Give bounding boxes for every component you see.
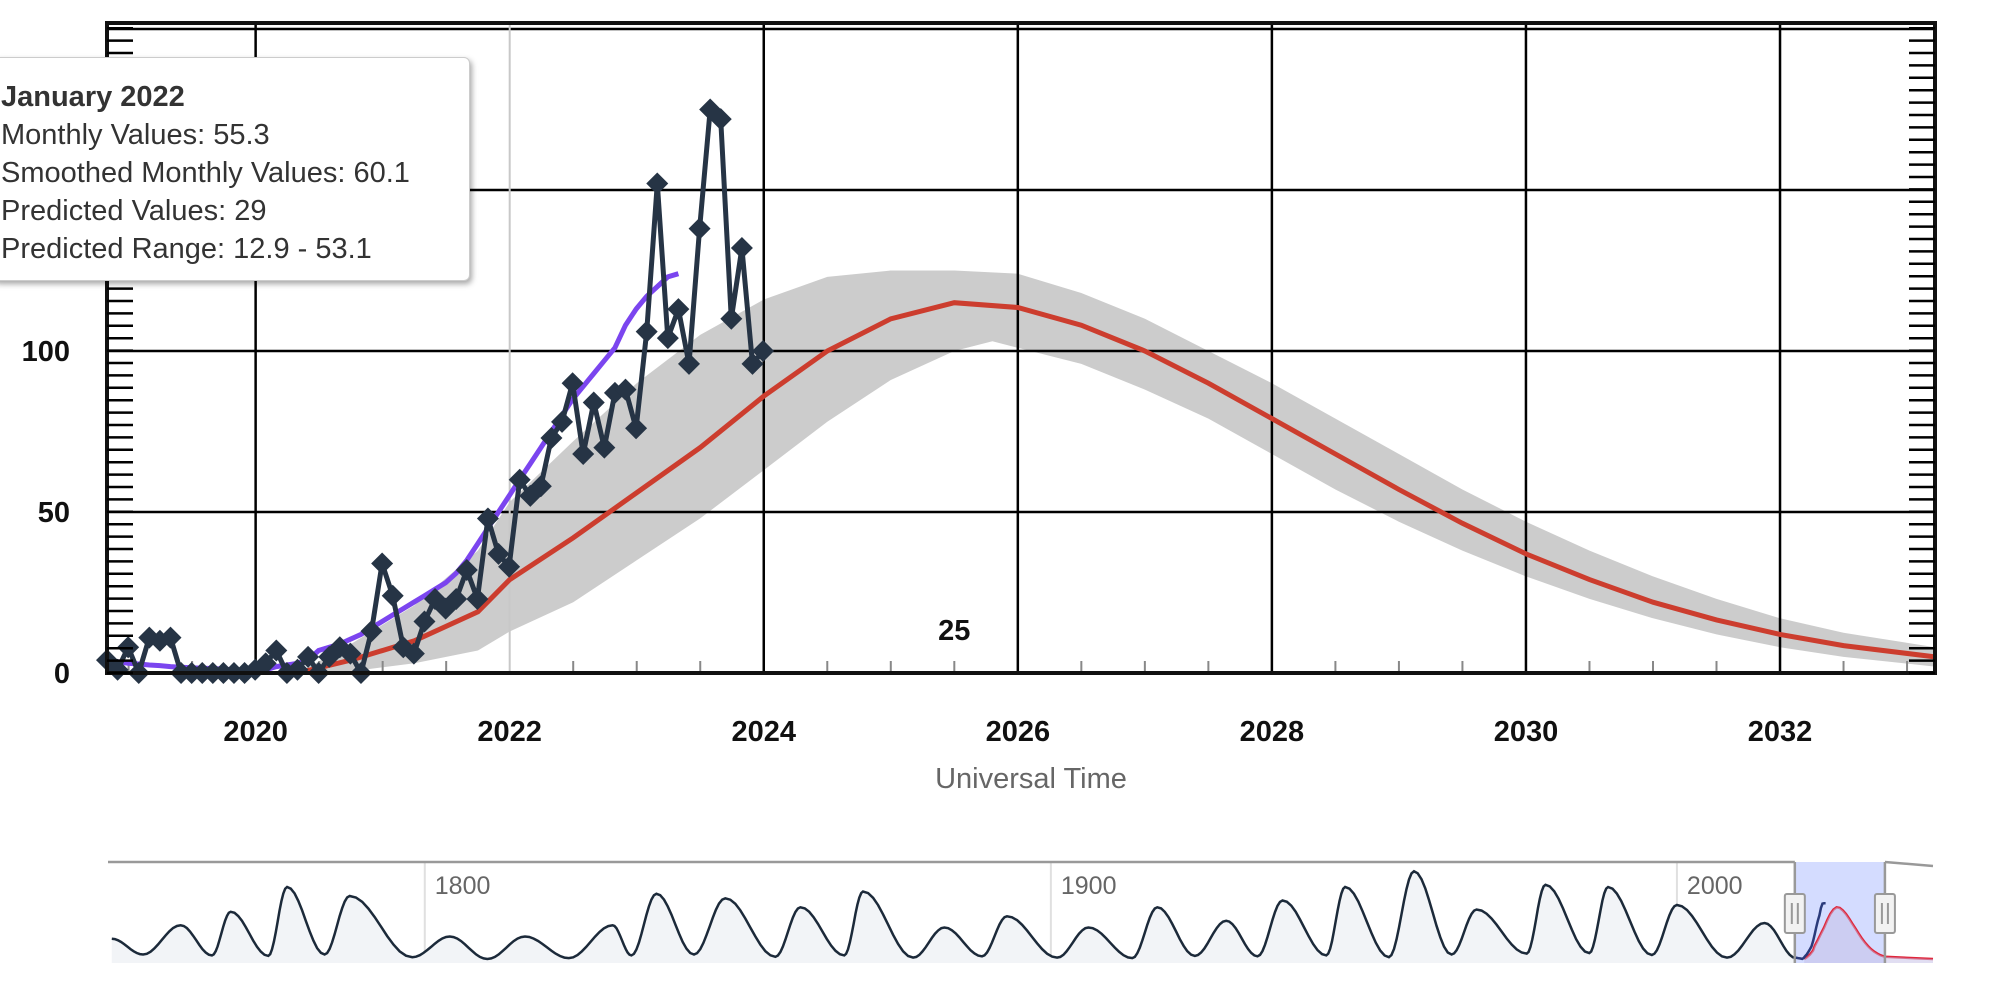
navigator-prediction-area	[1804, 907, 1933, 963]
data-point-marker[interactable]	[106, 658, 129, 681]
data-point-marker[interactable]	[593, 436, 616, 459]
data-point-marker[interactable]	[741, 352, 764, 375]
navigator-handle-right[interactable]	[1873, 893, 1896, 934]
tooltip-predicted-values: Predicted Values: 29	[1, 195, 267, 227]
x-tick-label: 2032	[1748, 716, 1813, 748]
navigator-year-label: 1900	[1061, 872, 1117, 900]
data-point-marker[interactable]	[339, 642, 362, 665]
data-point-marker[interactable]	[487, 542, 510, 565]
data-point-marker[interactable]	[582, 391, 605, 414]
plot-area[interactable]: 25	[96, 21, 1937, 685]
data-point-marker[interactable]	[709, 108, 732, 131]
navigator-recent-line	[1795, 901, 1826, 961]
tooltip-title: January 2022	[1, 81, 185, 113]
data-point-marker[interactable]	[286, 658, 309, 681]
data-point-marker[interactable]	[254, 652, 277, 675]
navigator[interactable]: 1800 1900 2000	[108, 860, 1934, 963]
y-axis-labels: 0 50 100	[22, 336, 70, 690]
x-tick-label: 2030	[1494, 716, 1559, 748]
data-point-marker[interactable]	[635, 320, 658, 343]
data-point-marker[interactable]	[455, 558, 478, 581]
data-point-marker[interactable]	[688, 217, 711, 240]
grid-lines	[107, 23, 1935, 673]
data-point-marker[interactable]	[466, 587, 489, 610]
data-point-marker[interactable]	[159, 626, 182, 649]
data-point-marker[interactable]	[360, 620, 383, 643]
data-point-marker[interactable]	[413, 610, 436, 633]
data-point-marker[interactable]	[646, 172, 669, 195]
data-point-marker[interactable]	[265, 639, 288, 662]
data-point-marker[interactable]	[540, 426, 563, 449]
tooltip-smoothed-values: Smoothed Monthly Values: 60.1	[1, 157, 410, 189]
data-point-marker[interactable]	[730, 236, 753, 259]
y-tick-label: 50	[38, 497, 70, 529]
data-point-marker[interactable]	[371, 552, 394, 575]
predicted-values-line	[296, 300, 1936, 676]
data-point-marker[interactable]	[614, 378, 637, 401]
navigator-year-label: 1800	[435, 872, 491, 900]
tooltip-predicted-range: Predicted Range: 12.9 - 53.1	[1, 233, 372, 265]
axes	[105, 21, 1937, 675]
data-point-marker[interactable]	[508, 468, 531, 491]
data-point-marker[interactable]	[667, 298, 690, 321]
navigator-year-label: 2000	[1687, 872, 1743, 900]
monthly-values-markers[interactable]	[96, 98, 775, 685]
data-point-marker[interactable]	[297, 645, 320, 668]
tooltip-monthly-values: Monthly Values: 55.3	[1, 119, 270, 151]
navigator-series-line	[111, 869, 1797, 961]
x-tick-label: 2020	[223, 716, 288, 748]
navigator-labels: 1800 1900 2000	[435, 872, 1743, 900]
navigator-series-area	[111, 871, 1796, 963]
x-tick-label: 2028	[1240, 716, 1305, 748]
data-point-marker[interactable]	[476, 507, 499, 530]
data-point-marker[interactable]	[445, 587, 468, 610]
data-point-marker[interactable]	[752, 340, 775, 362]
data-point-marker[interactable]	[656, 327, 679, 350]
data-point-marker[interactable]	[551, 410, 574, 433]
hover-tooltip: January 2022 Monthly Values: 55.3 Smooth…	[0, 57, 470, 281]
data-point-marker[interactable]	[498, 555, 521, 578]
x-axis-labels: 2020 2022 2024 2026 2028 2030 2032	[223, 716, 1812, 748]
data-point-marker[interactable]	[678, 352, 701, 375]
data-point-marker[interactable]	[402, 642, 425, 665]
x-tick-label: 2026	[986, 716, 1051, 748]
x-tick-label: 2022	[477, 716, 542, 748]
navigator-handle-left[interactable]	[1783, 893, 1806, 934]
data-point-marker[interactable]	[381, 584, 404, 607]
data-point-marker[interactable]	[625, 417, 648, 440]
data-point-marker[interactable]	[720, 307, 743, 330]
data-point-marker[interactable]	[572, 443, 595, 466]
cycle-number-label: 25	[938, 615, 970, 647]
y-tick-label: 0	[54, 658, 70, 690]
x-axis-title: Universal Time	[935, 763, 1127, 795]
data-point-marker[interactable]	[561, 372, 584, 395]
x-tick-label: 2024	[732, 716, 797, 748]
data-point-marker[interactable]	[529, 475, 552, 498]
y-tick-label: 100	[22, 336, 70, 368]
